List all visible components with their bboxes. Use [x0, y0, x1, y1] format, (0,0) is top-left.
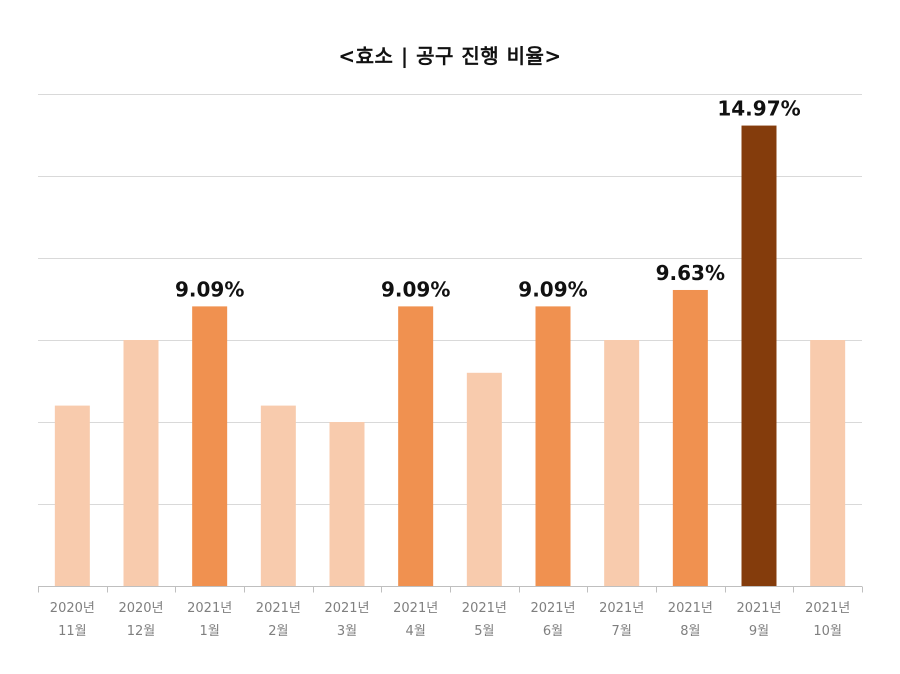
x-tick-label-8-1: 7월	[612, 624, 632, 639]
x-tick-label-2-1: 1월	[200, 624, 220, 639]
x-tick-label-9-0: 2021년	[668, 601, 713, 616]
x-tick-label-9-1: 8월	[680, 624, 700, 639]
x-tick-label-5-0: 2021년	[393, 601, 438, 616]
x-tick-label-6-1: 5월	[474, 624, 494, 639]
x-tick-label-0-0: 2020년	[50, 601, 95, 616]
bar-1	[123, 340, 159, 586]
bar-5	[398, 306, 434, 586]
x-tick-label-10-0: 2021년	[736, 601, 781, 616]
bar-7	[535, 306, 571, 586]
x-tick-label-5-1: 4월	[406, 624, 426, 639]
x-tick-label-10-1: 9월	[749, 624, 769, 639]
x-tick-label-0-1: 11월	[58, 624, 87, 639]
bar-10	[741, 125, 777, 586]
bar-3	[260, 405, 296, 586]
x-tick-label-7-1: 6월	[543, 624, 563, 639]
bar-9	[672, 289, 708, 586]
x-tick-label-3-1: 2월	[268, 624, 288, 639]
x-tick-label-11-1: 10월	[813, 624, 842, 639]
x-tick-label-4-1: 3월	[337, 624, 357, 639]
bar-11	[810, 340, 846, 586]
bar-4	[329, 422, 365, 586]
bar-8	[604, 340, 640, 586]
bar-0	[54, 405, 90, 586]
x-tick-label-2-0: 2021년	[187, 601, 232, 616]
x-tick-label-11-0: 2021년	[805, 601, 850, 616]
data-label-5: 9.09%	[381, 277, 450, 301]
x-tick-label-1-0: 2020년	[118, 601, 163, 616]
x-tick-label-1-1: 12월	[127, 624, 156, 639]
data-label-7: 9.09%	[518, 277, 587, 301]
chart-title: <효소 | 공구 진행 비율>	[338, 44, 562, 68]
data-label-9: 9.63%	[656, 261, 725, 285]
x-tick-label-3-0: 2021년	[256, 601, 301, 616]
data-label-10: 14.97%	[717, 97, 800, 121]
bar-6	[466, 372, 502, 586]
bar-2	[192, 306, 228, 586]
x-tick-label-4-0: 2021년	[324, 601, 369, 616]
x-tick-label-7-0: 2021년	[530, 601, 575, 616]
data-label-2: 9.09%	[175, 277, 244, 301]
x-tick-label-6-0: 2021년	[462, 601, 507, 616]
x-tick-label-8-0: 2021년	[599, 601, 644, 616]
